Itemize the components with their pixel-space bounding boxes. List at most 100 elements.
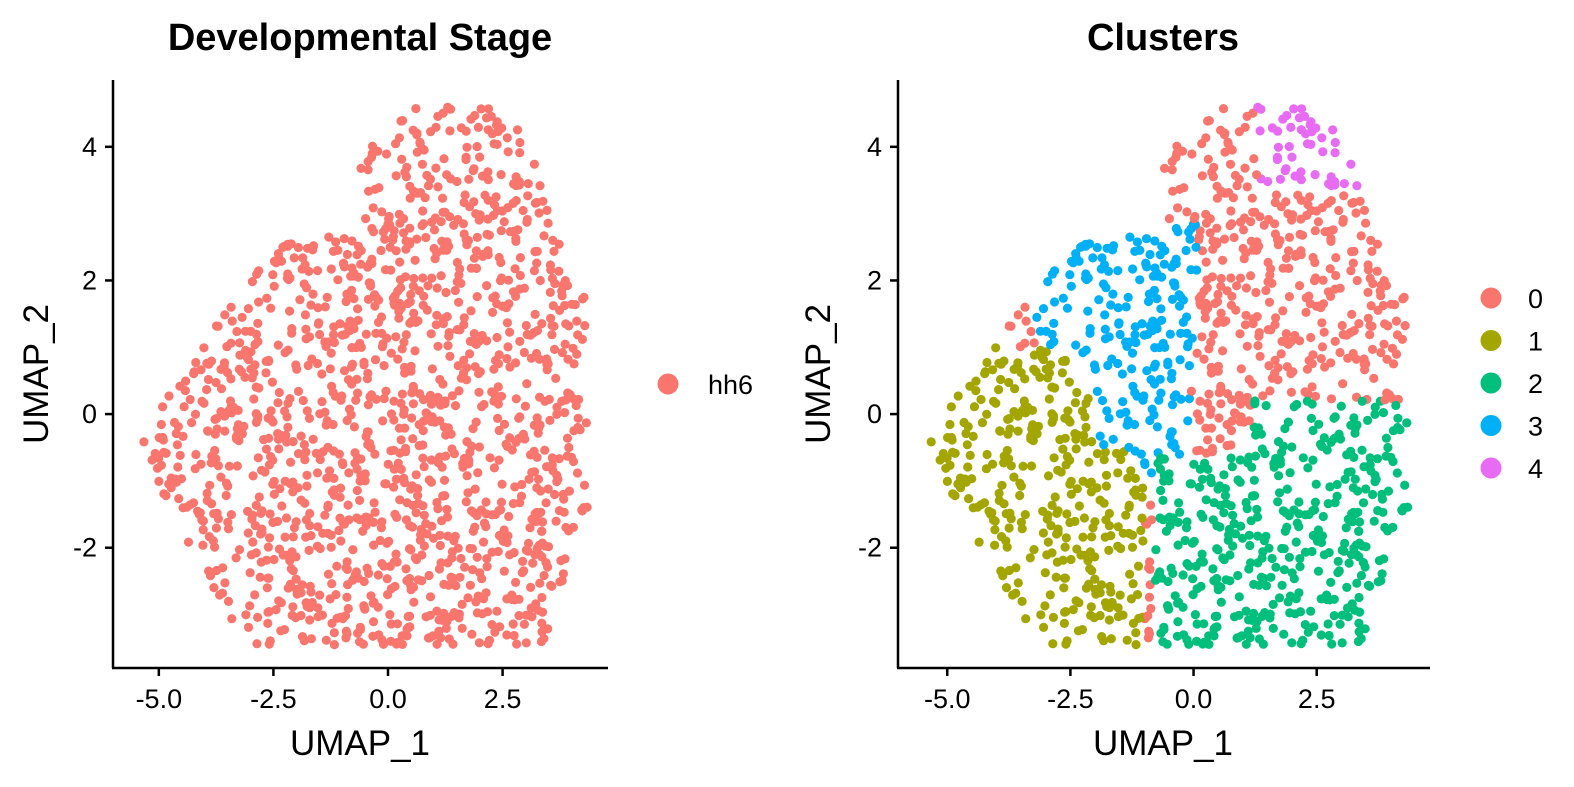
scatter-point bbox=[1096, 580, 1107, 590]
scatter-point bbox=[1268, 623, 1278, 634]
scatter-point bbox=[1182, 207, 1192, 217]
scatter-point bbox=[1236, 364, 1246, 374]
scatter-point bbox=[1279, 565, 1289, 575]
scatter-point bbox=[406, 366, 416, 376]
scatter-point bbox=[1137, 513, 1147, 523]
scatter-point bbox=[382, 333, 392, 343]
scatter-point bbox=[570, 300, 580, 310]
scatter-point bbox=[1167, 427, 1177, 437]
scatter-point bbox=[1207, 272, 1217, 282]
scatter-point bbox=[232, 326, 242, 337]
scatter-point bbox=[1001, 583, 1012, 593]
scatter-point bbox=[277, 501, 287, 511]
scatter-point bbox=[1229, 612, 1240, 622]
scatter-point bbox=[227, 614, 237, 624]
scatter-point bbox=[407, 316, 417, 326]
scatter-point bbox=[942, 476, 953, 486]
scatter-point bbox=[220, 426, 230, 436]
scatter-point bbox=[392, 619, 402, 629]
scatter-point bbox=[1265, 613, 1275, 623]
scatter-point bbox=[1231, 409, 1241, 419]
scatter-point bbox=[1349, 413, 1359, 423]
scatter-point bbox=[1331, 253, 1341, 263]
scatter-point bbox=[532, 197, 542, 208]
scatter-point bbox=[339, 234, 349, 244]
scatter-point bbox=[1276, 202, 1286, 212]
scatter-point bbox=[269, 281, 279, 291]
scatter-point bbox=[997, 480, 1007, 490]
scatter-point bbox=[1398, 294, 1408, 304]
scatter-point bbox=[1087, 532, 1097, 542]
scatter-point bbox=[1052, 557, 1062, 567]
scatter-point bbox=[274, 596, 284, 606]
scatter-point bbox=[543, 218, 553, 228]
scatter-point bbox=[1220, 491, 1230, 501]
scatter-point bbox=[998, 571, 1008, 581]
scatter-point bbox=[1139, 391, 1149, 401]
scatter-point bbox=[1292, 518, 1302, 528]
scatter-point bbox=[568, 522, 579, 533]
scatter-point bbox=[441, 623, 451, 634]
scatter-point bbox=[389, 396, 399, 406]
scatter-point bbox=[1202, 283, 1212, 293]
scatter-point bbox=[515, 412, 525, 422]
scatter-point bbox=[1145, 415, 1155, 426]
scatter-point bbox=[283, 422, 293, 432]
scatter-point bbox=[1323, 198, 1333, 208]
scatter-point bbox=[1261, 581, 1271, 591]
scatter-point bbox=[461, 126, 471, 136]
scatter-point bbox=[1085, 564, 1095, 574]
scatter-point bbox=[964, 494, 974, 504]
scatter-point bbox=[400, 272, 411, 282]
scatter-point bbox=[1143, 611, 1153, 621]
scatter-point bbox=[1199, 354, 1209, 364]
scatter-point bbox=[1126, 594, 1136, 604]
scatter-point bbox=[443, 341, 453, 351]
scatter-point bbox=[472, 552, 482, 562]
scatter-point bbox=[1102, 406, 1112, 416]
scatter-point bbox=[1240, 163, 1250, 173]
scatter-point bbox=[547, 453, 557, 463]
scatter-point bbox=[1155, 464, 1165, 474]
scatter-point bbox=[941, 463, 951, 473]
scatter-point bbox=[515, 270, 525, 281]
scatter-point bbox=[1065, 270, 1075, 280]
scatter-point bbox=[1197, 332, 1207, 342]
scatter-point bbox=[1287, 638, 1297, 648]
scatter-point bbox=[520, 401, 531, 411]
scatter-point bbox=[532, 246, 542, 256]
scatter-point bbox=[317, 610, 327, 620]
scatter-point bbox=[308, 434, 318, 444]
scatter-point bbox=[269, 554, 279, 565]
scatter-point bbox=[225, 396, 236, 406]
scatter-point bbox=[522, 217, 532, 227]
scatter-point bbox=[1363, 265, 1373, 275]
scatter-point bbox=[493, 413, 503, 423]
scatter-point bbox=[994, 358, 1004, 368]
scatter-point bbox=[1130, 387, 1140, 398]
scatter-point bbox=[1339, 179, 1349, 189]
scatter-point bbox=[458, 462, 468, 472]
scatter-point bbox=[1355, 517, 1365, 527]
scatter-point bbox=[1395, 425, 1405, 435]
scatter-points bbox=[926, 102, 1413, 650]
scatter-point bbox=[492, 332, 502, 343]
scatter-point bbox=[394, 313, 404, 323]
scatter-point bbox=[368, 203, 378, 213]
scatter-point bbox=[152, 463, 163, 473]
scatter-point bbox=[950, 491, 960, 501]
scatter-point bbox=[1184, 227, 1194, 237]
scatter-point bbox=[994, 488, 1004, 498]
scatter-point bbox=[241, 610, 251, 620]
scatter-point bbox=[352, 453, 363, 463]
scatter-point bbox=[379, 361, 389, 371]
scatter-point bbox=[1092, 242, 1102, 253]
scatter-point bbox=[1252, 245, 1262, 255]
scatter-point bbox=[213, 461, 223, 471]
scatter-point bbox=[433, 182, 443, 192]
scatter-point bbox=[1226, 206, 1236, 216]
scatter-point bbox=[514, 611, 524, 621]
scatter-point bbox=[1235, 329, 1245, 339]
scatter-point bbox=[396, 116, 406, 126]
